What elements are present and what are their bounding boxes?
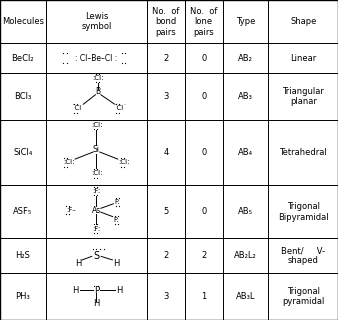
Text: 2: 2 bbox=[163, 251, 169, 260]
Text: Linear: Linear bbox=[290, 54, 316, 63]
Text: Triangular
planar: Triangular planar bbox=[282, 87, 324, 106]
Text: ASF₅: ASF₅ bbox=[13, 207, 32, 216]
Text: Trigonal
Bipyramidal: Trigonal Bipyramidal bbox=[278, 202, 329, 221]
Text: ˙Cl˙: ˙Cl˙ bbox=[72, 106, 86, 111]
Text: Trigonal
pyramidal: Trigonal pyramidal bbox=[282, 287, 324, 306]
Text: :Cl:: :Cl: bbox=[63, 159, 74, 165]
Text: PH₃: PH₃ bbox=[16, 292, 30, 301]
Text: :F:: :F: bbox=[92, 188, 100, 194]
Text: Lewis
symbol: Lewis symbol bbox=[81, 12, 112, 31]
Text: AB₃: AB₃ bbox=[238, 92, 253, 101]
Text: Molecules: Molecules bbox=[2, 17, 44, 26]
Text: Tetrahedral: Tetrahedral bbox=[279, 148, 327, 157]
Text: H: H bbox=[75, 259, 81, 268]
Text: 0: 0 bbox=[201, 54, 207, 63]
Text: AB₂: AB₂ bbox=[238, 54, 253, 63]
Text: BeCl₂: BeCl₂ bbox=[11, 54, 34, 63]
Text: Type: Type bbox=[236, 17, 255, 26]
Text: AB₃L: AB₃L bbox=[236, 292, 255, 301]
Text: 2: 2 bbox=[163, 54, 169, 63]
Text: B: B bbox=[96, 87, 101, 96]
Text: F:: F: bbox=[115, 199, 121, 205]
Text: Bent/     V-
shaped: Bent/ V- shaped bbox=[281, 246, 325, 266]
Text: :F:: :F: bbox=[92, 226, 100, 232]
Text: SiCl₄: SiCl₄ bbox=[13, 148, 32, 157]
Text: Shape: Shape bbox=[290, 17, 316, 26]
Text: 3: 3 bbox=[163, 292, 169, 301]
Text: :Cl:: :Cl: bbox=[91, 171, 102, 176]
Text: 0: 0 bbox=[201, 148, 207, 157]
Text: :Cl:: :Cl: bbox=[118, 159, 130, 165]
Text: H: H bbox=[114, 259, 120, 268]
Text: AB₄: AB₄ bbox=[238, 148, 253, 157]
Text: :Cl:: :Cl: bbox=[92, 76, 104, 81]
Text: No.  of
lone
pairs: No. of lone pairs bbox=[190, 7, 217, 36]
Text: AB₂L₂: AB₂L₂ bbox=[234, 251, 257, 260]
Text: F:: F: bbox=[114, 217, 120, 223]
Text: H₂S: H₂S bbox=[16, 251, 30, 260]
Text: : Cl–Be–Cl :: : Cl–Be–Cl : bbox=[75, 54, 118, 63]
Text: 3: 3 bbox=[163, 92, 169, 101]
Text: H: H bbox=[116, 286, 122, 295]
Text: 5: 5 bbox=[163, 207, 169, 216]
Text: Si: Si bbox=[93, 145, 100, 154]
Text: S: S bbox=[93, 251, 99, 261]
Text: 2: 2 bbox=[201, 251, 207, 260]
Text: As: As bbox=[92, 206, 101, 215]
Text: No.  of
bond
pairs: No. of bond pairs bbox=[152, 7, 180, 36]
Text: H: H bbox=[72, 286, 79, 295]
Text: 4: 4 bbox=[163, 148, 169, 157]
Text: 0: 0 bbox=[201, 207, 207, 216]
Text: BCl₃: BCl₃ bbox=[14, 92, 31, 101]
Text: :Cl:: :Cl: bbox=[91, 122, 102, 127]
Text: AB₅: AB₅ bbox=[238, 207, 253, 216]
Text: 0: 0 bbox=[201, 92, 207, 101]
Text: P: P bbox=[94, 286, 99, 295]
Text: :F–: :F– bbox=[66, 207, 76, 213]
Text: H: H bbox=[93, 300, 100, 308]
Text: ˙Cl˙: ˙Cl˙ bbox=[113, 106, 127, 111]
Text: 1: 1 bbox=[201, 292, 207, 301]
